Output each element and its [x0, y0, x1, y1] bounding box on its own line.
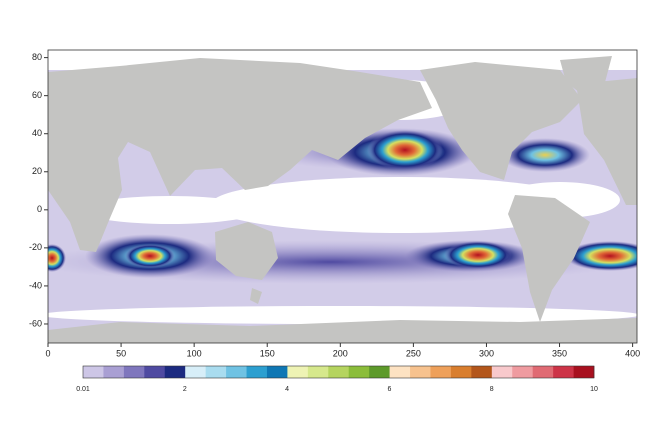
x-tick-label: 100 [187, 348, 202, 358]
x-tick-label: 250 [406, 348, 421, 358]
africa-wrap [576, 78, 637, 205]
x-tick-label: 350 [552, 348, 567, 358]
hotspot [444, 241, 512, 269]
x-tick-label: 200 [333, 348, 348, 358]
colorbar-swatch [123, 366, 145, 378]
y-tick-label: 80 [32, 52, 42, 62]
y-tick-label: -20 [29, 242, 42, 252]
hotspot [125, 244, 175, 268]
new-zealand [250, 288, 262, 304]
y-tick-label: 0 [37, 204, 42, 214]
map-area [48, 50, 637, 343]
colorbar-swatch [450, 366, 472, 378]
colorbar-swatch [164, 366, 186, 378]
colorbar-swatch [369, 366, 390, 378]
hotspot [48, 244, 66, 272]
ocean-empty [80, 196, 260, 224]
colorbar-swatch [491, 366, 513, 378]
colorbar-swatch [205, 366, 227, 378]
x-tick-label: 50 [116, 348, 126, 358]
x-tick-label: 400 [625, 348, 640, 358]
hotspot [367, 130, 443, 170]
colorbar-label: 6 [387, 386, 391, 393]
colorbar-swatch [430, 366, 452, 378]
colorbar-label: 0.01 [76, 386, 90, 393]
colorbar-frame [82, 365, 595, 379]
y-tick-label: 20 [32, 166, 42, 176]
colorbar-swatch [287, 366, 309, 378]
colorbar-swatch [512, 366, 533, 378]
ocean-empty [210, 177, 590, 233]
colorbar-swatch [144, 366, 166, 378]
hotspot [500, 138, 590, 172]
ocean-empty [48, 306, 637, 324]
antarctica [48, 318, 637, 343]
colorbar-label: 2 [183, 386, 187, 393]
colorbar-swatch [410, 366, 431, 378]
plot-frame [47, 49, 638, 344]
y-tick-label: -60 [29, 318, 42, 328]
colorbar-swatch [553, 366, 574, 378]
colorbar-swatch [185, 366, 206, 378]
y-tick-label: 40 [32, 128, 42, 138]
colorbar-swatch [266, 366, 288, 378]
colorbar-swatch [573, 366, 595, 378]
colorbar-swatch [103, 366, 125, 378]
colorbar-swatch [328, 366, 350, 378]
colorbar-swatch [226, 366, 247, 378]
colorbar-swatch [471, 366, 493, 378]
colorbar-swatch [307, 366, 329, 378]
colorbar-swatch [532, 366, 554, 378]
y-tick-label: 60 [32, 90, 42, 100]
colorbar-swatch [348, 366, 370, 378]
x-tick-label: 150 [260, 348, 275, 358]
y-tick-label: -40 [29, 280, 42, 290]
eurasia-africa [48, 58, 432, 252]
australia [215, 222, 278, 280]
x-tick-label: 0 [45, 348, 50, 358]
colorbar-label: 4 [285, 386, 289, 393]
colorbar-swatch [389, 366, 411, 378]
x-tick-label: 300 [479, 348, 494, 358]
colorbar-label: 10 [590, 386, 598, 393]
south-america [508, 195, 590, 322]
colorbar-swatch [246, 366, 268, 378]
land [48, 56, 637, 343]
hotspot [565, 241, 637, 271]
north-america [420, 62, 582, 180]
colorbar-label: 8 [490, 386, 494, 393]
colorbar-swatch [83, 366, 104, 378]
